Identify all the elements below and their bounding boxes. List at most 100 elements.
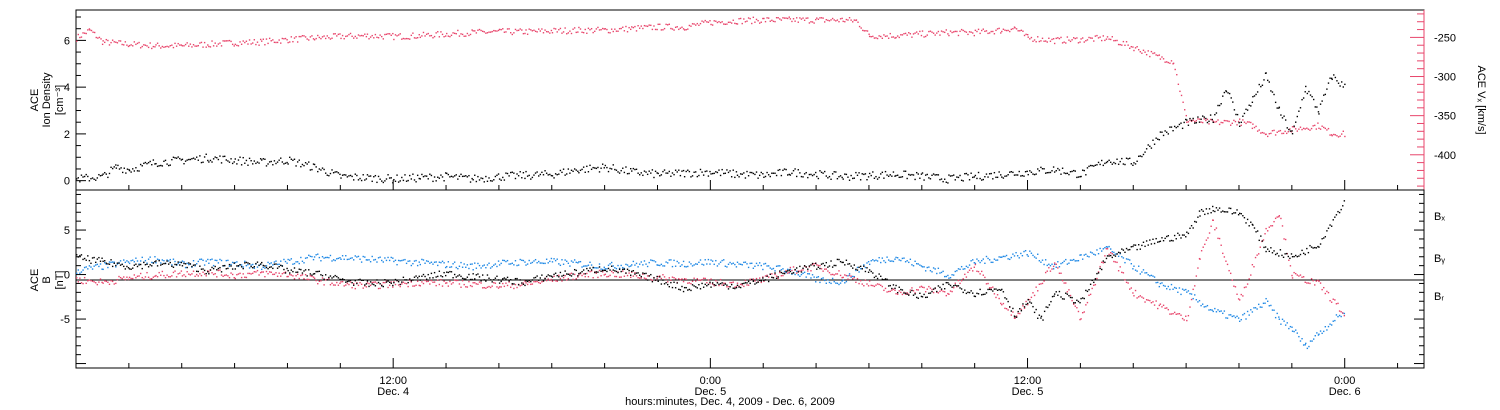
bz-series-point bbox=[432, 281, 434, 283]
by-series-point bbox=[1060, 262, 1062, 265]
vx-series-point bbox=[1023, 34, 1026, 37]
density-series-point bbox=[465, 175, 467, 177]
bz-series-point bbox=[195, 273, 198, 276]
bx-series-point bbox=[760, 280, 762, 282]
by-series-point bbox=[261, 268, 263, 271]
bz-series-point bbox=[841, 276, 843, 279]
bz-series-point bbox=[1051, 268, 1053, 270]
bz-series-point bbox=[895, 293, 897, 295]
bx-series-point bbox=[209, 269, 212, 271]
density-series-point bbox=[402, 179, 405, 182]
vx-series-point bbox=[356, 37, 358, 39]
by-series-point bbox=[1291, 330, 1294, 332]
bx-series-point bbox=[924, 296, 927, 299]
by-series-point bbox=[517, 264, 520, 266]
vx-series-point bbox=[287, 41, 289, 44]
vx-series-point bbox=[1061, 42, 1064, 44]
vx-series-point bbox=[1043, 40, 1045, 42]
vx-series-point bbox=[794, 20, 796, 22]
by-series-point bbox=[390, 256, 392, 259]
bz-series-point bbox=[866, 283, 868, 285]
bz-series-point bbox=[709, 282, 711, 285]
bx-series-point bbox=[704, 283, 706, 286]
bz-series-point bbox=[1074, 305, 1076, 307]
bz-series-point bbox=[273, 273, 276, 276]
bx-series-point bbox=[444, 274, 447, 277]
bz-series-point bbox=[1012, 311, 1014, 313]
bz-series-point bbox=[1030, 296, 1033, 299]
density-series-point bbox=[828, 175, 831, 178]
bx-series-point bbox=[1040, 317, 1042, 319]
bz-series-point bbox=[990, 287, 992, 289]
by-series-point bbox=[880, 261, 882, 264]
density-series-point bbox=[368, 175, 370, 177]
by-series-point bbox=[1157, 281, 1159, 284]
bx-series-point bbox=[1225, 211, 1227, 213]
density-series-point bbox=[135, 167, 137, 169]
bx-series-point bbox=[410, 280, 413, 282]
density-series-point bbox=[1061, 167, 1064, 169]
vx-series-point bbox=[323, 35, 325, 37]
by-series-point bbox=[566, 260, 568, 263]
bz-series-point bbox=[128, 276, 131, 279]
bz-series-point bbox=[967, 271, 969, 273]
bx-series-point bbox=[422, 273, 425, 276]
bz-series-point bbox=[762, 276, 764, 278]
bz-series-point bbox=[782, 274, 784, 277]
vx-series-point bbox=[1172, 62, 1175, 65]
bz-series-point bbox=[530, 283, 532, 286]
bz-series-point bbox=[329, 283, 332, 286]
by-series-point bbox=[685, 266, 687, 268]
data-marks bbox=[76, 16, 1346, 350]
bx-series-point bbox=[870, 270, 872, 273]
vx-series-point bbox=[329, 38, 332, 40]
by-series-point bbox=[1284, 324, 1287, 326]
density-series-point bbox=[1281, 117, 1284, 119]
bx-series-point bbox=[536, 275, 538, 277]
bx-series-point bbox=[1181, 234, 1184, 236]
vx-series-point bbox=[286, 39, 288, 41]
by-series-point bbox=[660, 263, 663, 266]
by-series-point bbox=[1177, 291, 1179, 293]
by-series-point bbox=[630, 265, 632, 267]
by-series-point bbox=[315, 254, 317, 256]
by-series-point bbox=[77, 269, 79, 271]
bz-series-point bbox=[312, 276, 315, 278]
bx-series-point bbox=[376, 279, 378, 281]
bx-series-point bbox=[831, 266, 834, 268]
by-series-point bbox=[388, 259, 391, 262]
bz-series-point bbox=[1069, 294, 1072, 297]
bx-series-point bbox=[713, 284, 715, 286]
vx-series-point bbox=[868, 35, 871, 38]
bz-series-point bbox=[1169, 313, 1171, 315]
bx-series-point bbox=[1155, 237, 1157, 240]
bz-series-point bbox=[488, 285, 490, 288]
bx-series-point bbox=[369, 281, 372, 283]
vx-series-point bbox=[584, 28, 586, 31]
by-series-point bbox=[866, 262, 868, 264]
bx-series-point bbox=[359, 278, 361, 281]
by-series-point bbox=[1181, 288, 1184, 290]
by-series-point bbox=[575, 261, 577, 264]
vx-series-point bbox=[1333, 133, 1335, 136]
bx-series-point bbox=[1274, 253, 1277, 256]
density-series-point bbox=[139, 163, 142, 166]
bx-series-point bbox=[1321, 238, 1323, 240]
by-series-point bbox=[171, 264, 173, 266]
bx-series-point bbox=[496, 275, 498, 277]
vx-series-point bbox=[1129, 47, 1131, 50]
by-series-point bbox=[1030, 252, 1033, 254]
bx-series-point bbox=[1009, 306, 1011, 308]
density-series-point bbox=[1266, 79, 1269, 82]
bz-series-point bbox=[1197, 267, 1199, 269]
bz-series-point bbox=[1159, 303, 1162, 305]
bz-series-point bbox=[181, 275, 184, 277]
by-series-point bbox=[1044, 259, 1047, 261]
by-series-point bbox=[488, 262, 490, 264]
by-series-point bbox=[544, 262, 546, 265]
vx-series-point bbox=[1310, 127, 1313, 130]
vx-series-point bbox=[558, 29, 560, 31]
bz-series-point bbox=[727, 285, 730, 288]
by-series-point bbox=[1231, 315, 1233, 318]
bz-series-point bbox=[360, 283, 363, 285]
